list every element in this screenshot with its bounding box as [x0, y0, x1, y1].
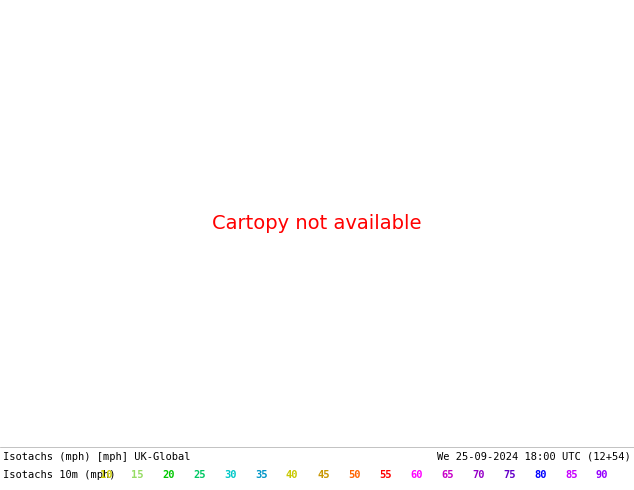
Text: 40: 40	[286, 470, 299, 480]
Text: 50: 50	[348, 470, 361, 480]
Text: 35: 35	[255, 470, 268, 480]
Text: 70: 70	[472, 470, 484, 480]
Text: 55: 55	[379, 470, 392, 480]
Text: 60: 60	[410, 470, 422, 480]
Text: 25: 25	[193, 470, 205, 480]
Text: Isotachs 10m (mph): Isotachs 10m (mph)	[3, 470, 115, 480]
Text: 15: 15	[131, 470, 143, 480]
Text: 30: 30	[224, 470, 236, 480]
Text: 10: 10	[100, 470, 112, 480]
Text: 65: 65	[441, 470, 453, 480]
Text: 45: 45	[317, 470, 330, 480]
Text: 75: 75	[503, 470, 515, 480]
Text: 90: 90	[596, 470, 609, 480]
Text: Isotachs (mph) [mph] UK-Global: Isotachs (mph) [mph] UK-Global	[3, 452, 190, 462]
Text: 80: 80	[534, 470, 547, 480]
Text: 20: 20	[162, 470, 174, 480]
Text: 85: 85	[565, 470, 578, 480]
Text: We 25-09-2024 18:00 UTC (12+54): We 25-09-2024 18:00 UTC (12+54)	[437, 452, 631, 462]
Text: Cartopy not available: Cartopy not available	[212, 214, 422, 233]
